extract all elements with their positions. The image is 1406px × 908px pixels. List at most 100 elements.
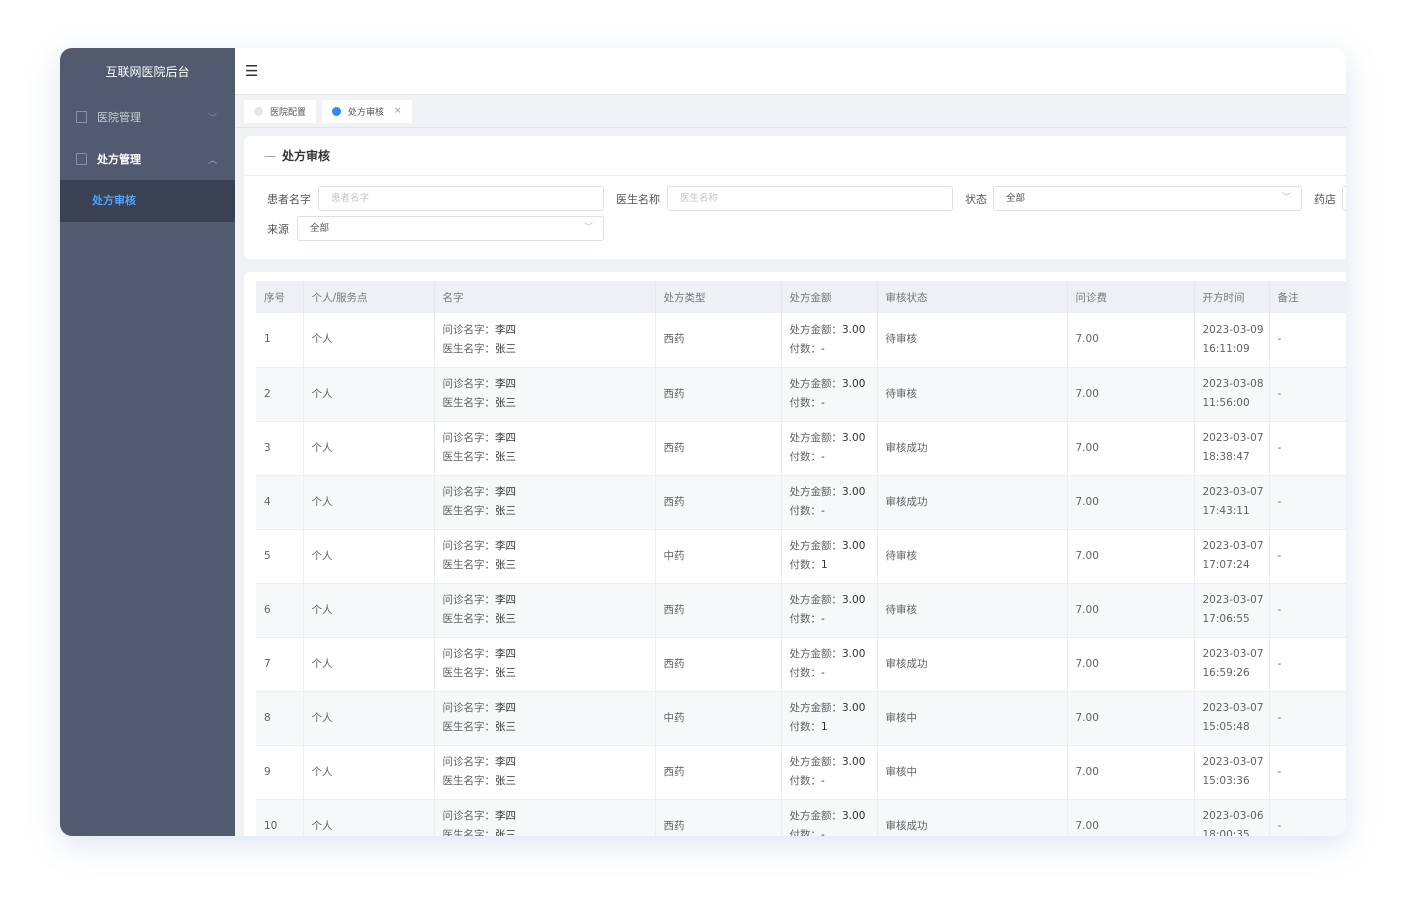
cell-no: 10 [256, 799, 304, 836]
time: 16:11:09 [1202, 342, 1250, 355]
status-select[interactable]: 全部 ﹀ [993, 186, 1302, 211]
sidebar-item-hospital[interactable]: 医院管理 ﹀ [60, 96, 235, 138]
time: 15:05:48 [1202, 721, 1250, 733]
count-label: 付数： [789, 451, 822, 463]
cell-note: - [1269, 475, 1346, 530]
cell-time: 2023-03-09 16:11:09 [1194, 313, 1270, 368]
table-row[interactable]: 5 个人 问诊名字：李四 医生名字：张三 中药 处方金额：3.00 付数：1 待审核 7… [256, 529, 1346, 584]
time: 15:03:36 [1202, 775, 1250, 787]
table-row[interactable]: 7 个人 问诊名字：李四 医生名字：张三 西药 处方金额：3.00 付数：- 审核成功… [256, 637, 1346, 692]
amount-value: 3.00 [842, 432, 866, 444]
cell-type: 个人 [303, 691, 435, 746]
consult-label: 问诊名字： [442, 648, 496, 660]
count-label: 付数： [789, 505, 822, 517]
cell-note: - [1269, 367, 1346, 422]
cell-type: 个人 [303, 583, 435, 638]
amount-value: 3.00 [842, 810, 866, 822]
doctor-label: 医生名字： [442, 829, 496, 836]
sidebar-item-label: 医院管理 [97, 111, 141, 124]
table-row[interactable]: 2 个人 问诊名字：李四 医生名字：张三 西药 处方金额：3.00 付数：- 待审核 7… [256, 367, 1346, 422]
amount-value: 3.00 [842, 594, 866, 606]
time: 18:00:35 [1202, 829, 1250, 836]
tab-dot-icon [254, 106, 263, 116]
cell-rx-type: 西药 [655, 421, 782, 476]
close-icon[interactable]: × [394, 106, 402, 116]
cell-fee: 7.00 [1067, 421, 1195, 476]
cell-type: 个人 [303, 799, 435, 836]
menu-fold-icon[interactable]: ☰ [245, 62, 259, 80]
amount-value: 3.00 [842, 648, 866, 660]
doctor-name: 张三 [495, 775, 516, 787]
source-select[interactable]: 全部 ﹀ [297, 216, 604, 241]
cell-fee: 7.00 [1067, 745, 1195, 800]
table-row[interactable]: 4 个人 问诊名字：李四 医生名字：张三 西药 处方金额：3.00 付数：- 审核成功… [256, 475, 1346, 530]
pharmacy-input[interactable] [1342, 186, 1346, 211]
prescription-table: 序号 个人/服务点 名字 处方类型 处方金额 审核状态 问诊费 开方时间 备注 1 个人 问诊名字… [256, 281, 1346, 836]
cell-fee: 7.00 [1067, 799, 1195, 836]
date: 2023-03-07 [1202, 702, 1264, 714]
amount-label: 处方金额： [789, 702, 843, 714]
consult-name: 李四 [495, 594, 516, 606]
consult-name: 李四 [495, 432, 516, 444]
table-row[interactable]: 8 个人 问诊名字：李四 医生名字：张三 中药 处方金额：3.00 付数：1 审核中 7… [256, 691, 1346, 746]
cell-status: 待审核 [877, 367, 1068, 422]
prescription-icon [76, 153, 87, 165]
doctor-name: 张三 [495, 559, 516, 571]
app-title: 互联网医院后台 [105, 65, 190, 79]
column-header: 开方时间 [1194, 281, 1270, 313]
cell-status: 审核中 [877, 745, 1068, 800]
sidebar-item-prescription[interactable]: 处方管理 ︿ [60, 138, 235, 180]
column-header: 备注 [1269, 281, 1346, 313]
table-row[interactable]: 1 个人 问诊名字：李四 医生名字：张三 西药 处方金额：3.00 付数：- 待审核 7… [256, 313, 1346, 368]
amount-label: 处方金额： [789, 378, 843, 390]
table-row[interactable]: 9 个人 问诊名字：李四 医生名字：张三 西药 处方金额：3.00 付数：- 审核中 7… [256, 745, 1346, 800]
patient-input[interactable]: 患者名字 [318, 186, 604, 211]
doctor-label: 医生名字： [442, 667, 496, 679]
count-value: - [821, 613, 825, 625]
source-label: 来源 [267, 223, 289, 236]
time: 18:38:47 [1202, 451, 1250, 463]
amount-value: 3.00 [842, 756, 866, 768]
doctor-label: 医生名字： [442, 397, 496, 409]
amount-label: 处方金额： [789, 648, 843, 660]
count-label: 付数： [789, 342, 822, 355]
tab-hospital-config[interactable]: 医院配置 [244, 99, 317, 123]
table-card: 序号 个人/服务点 名字 处方类型 处方金额 审核状态 问诊费 开方时间 备注 1 个人 问诊名字… [244, 272, 1346, 836]
table-row[interactable]: 6 个人 问诊名字：李四 医生名字：张三 西药 处方金额：3.00 付数：- 待审核 7… [256, 583, 1346, 638]
count-value: - [821, 505, 825, 517]
consult-name: 李四 [495, 756, 516, 768]
cell-no: 7 [256, 637, 304, 692]
dash-icon: — [264, 148, 276, 163]
date: 2023-03-06 [1202, 810, 1264, 822]
column-header: 处方金额 [781, 281, 878, 313]
tab-prescription-review[interactable]: 处方审核 × [322, 99, 412, 123]
doctor-input[interactable]: 医生名称 [667, 186, 953, 211]
date: 2023-03-07 [1202, 756, 1264, 768]
sidebar-subitem-prescription-review[interactable]: 处方审核 [60, 180, 235, 222]
cell-time: 2023-03-07 15:05:48 [1194, 691, 1270, 746]
cell-amount: 处方金额：3.00 付数：- [781, 637, 878, 692]
consult-name: 李四 [495, 323, 516, 336]
date: 2023-03-07 [1202, 648, 1264, 660]
patient-label: 患者名字 [267, 193, 311, 206]
cell-amount: 处方金额：3.00 付数：- [781, 799, 878, 836]
consult-label: 问诊名字： [442, 810, 496, 822]
table-row[interactable]: 10 个人 问诊名字：李四 医生名字：张三 西药 处方金额：3.00 付数：- 审核成… [256, 799, 1346, 836]
cell-amount: 处方金额：3.00 付数：- [781, 475, 878, 530]
cell-time: 2023-03-06 18:00:35 [1194, 799, 1270, 836]
amount-label: 处方金额： [789, 594, 843, 606]
cell-note: - [1269, 529, 1346, 584]
cell-rx-type: 西药 [655, 475, 782, 530]
cell-amount: 处方金额：3.00 付数：- [781, 583, 878, 638]
doctor-name: 张三 [495, 667, 516, 679]
consult-label: 问诊名字： [442, 702, 496, 714]
consult-label: 问诊名字： [442, 756, 496, 768]
consult-label: 问诊名字： [442, 323, 496, 336]
table-row[interactable]: 3 个人 问诊名字：李四 医生名字：张三 西药 处方金额：3.00 付数：- 审核成功… [256, 421, 1346, 476]
sidebar: 互联网医院后台 医院管理 ﹀ 处方管理 ︿ 处方审核 [60, 48, 235, 836]
amount-value: 3.00 [842, 323, 866, 336]
consult-label: 问诊名字： [442, 594, 496, 606]
cell-names: 问诊名字：李四 医生名字：张三 [434, 313, 656, 368]
cell-rx-type: 西药 [655, 799, 782, 836]
count-value: 1 [821, 559, 828, 571]
